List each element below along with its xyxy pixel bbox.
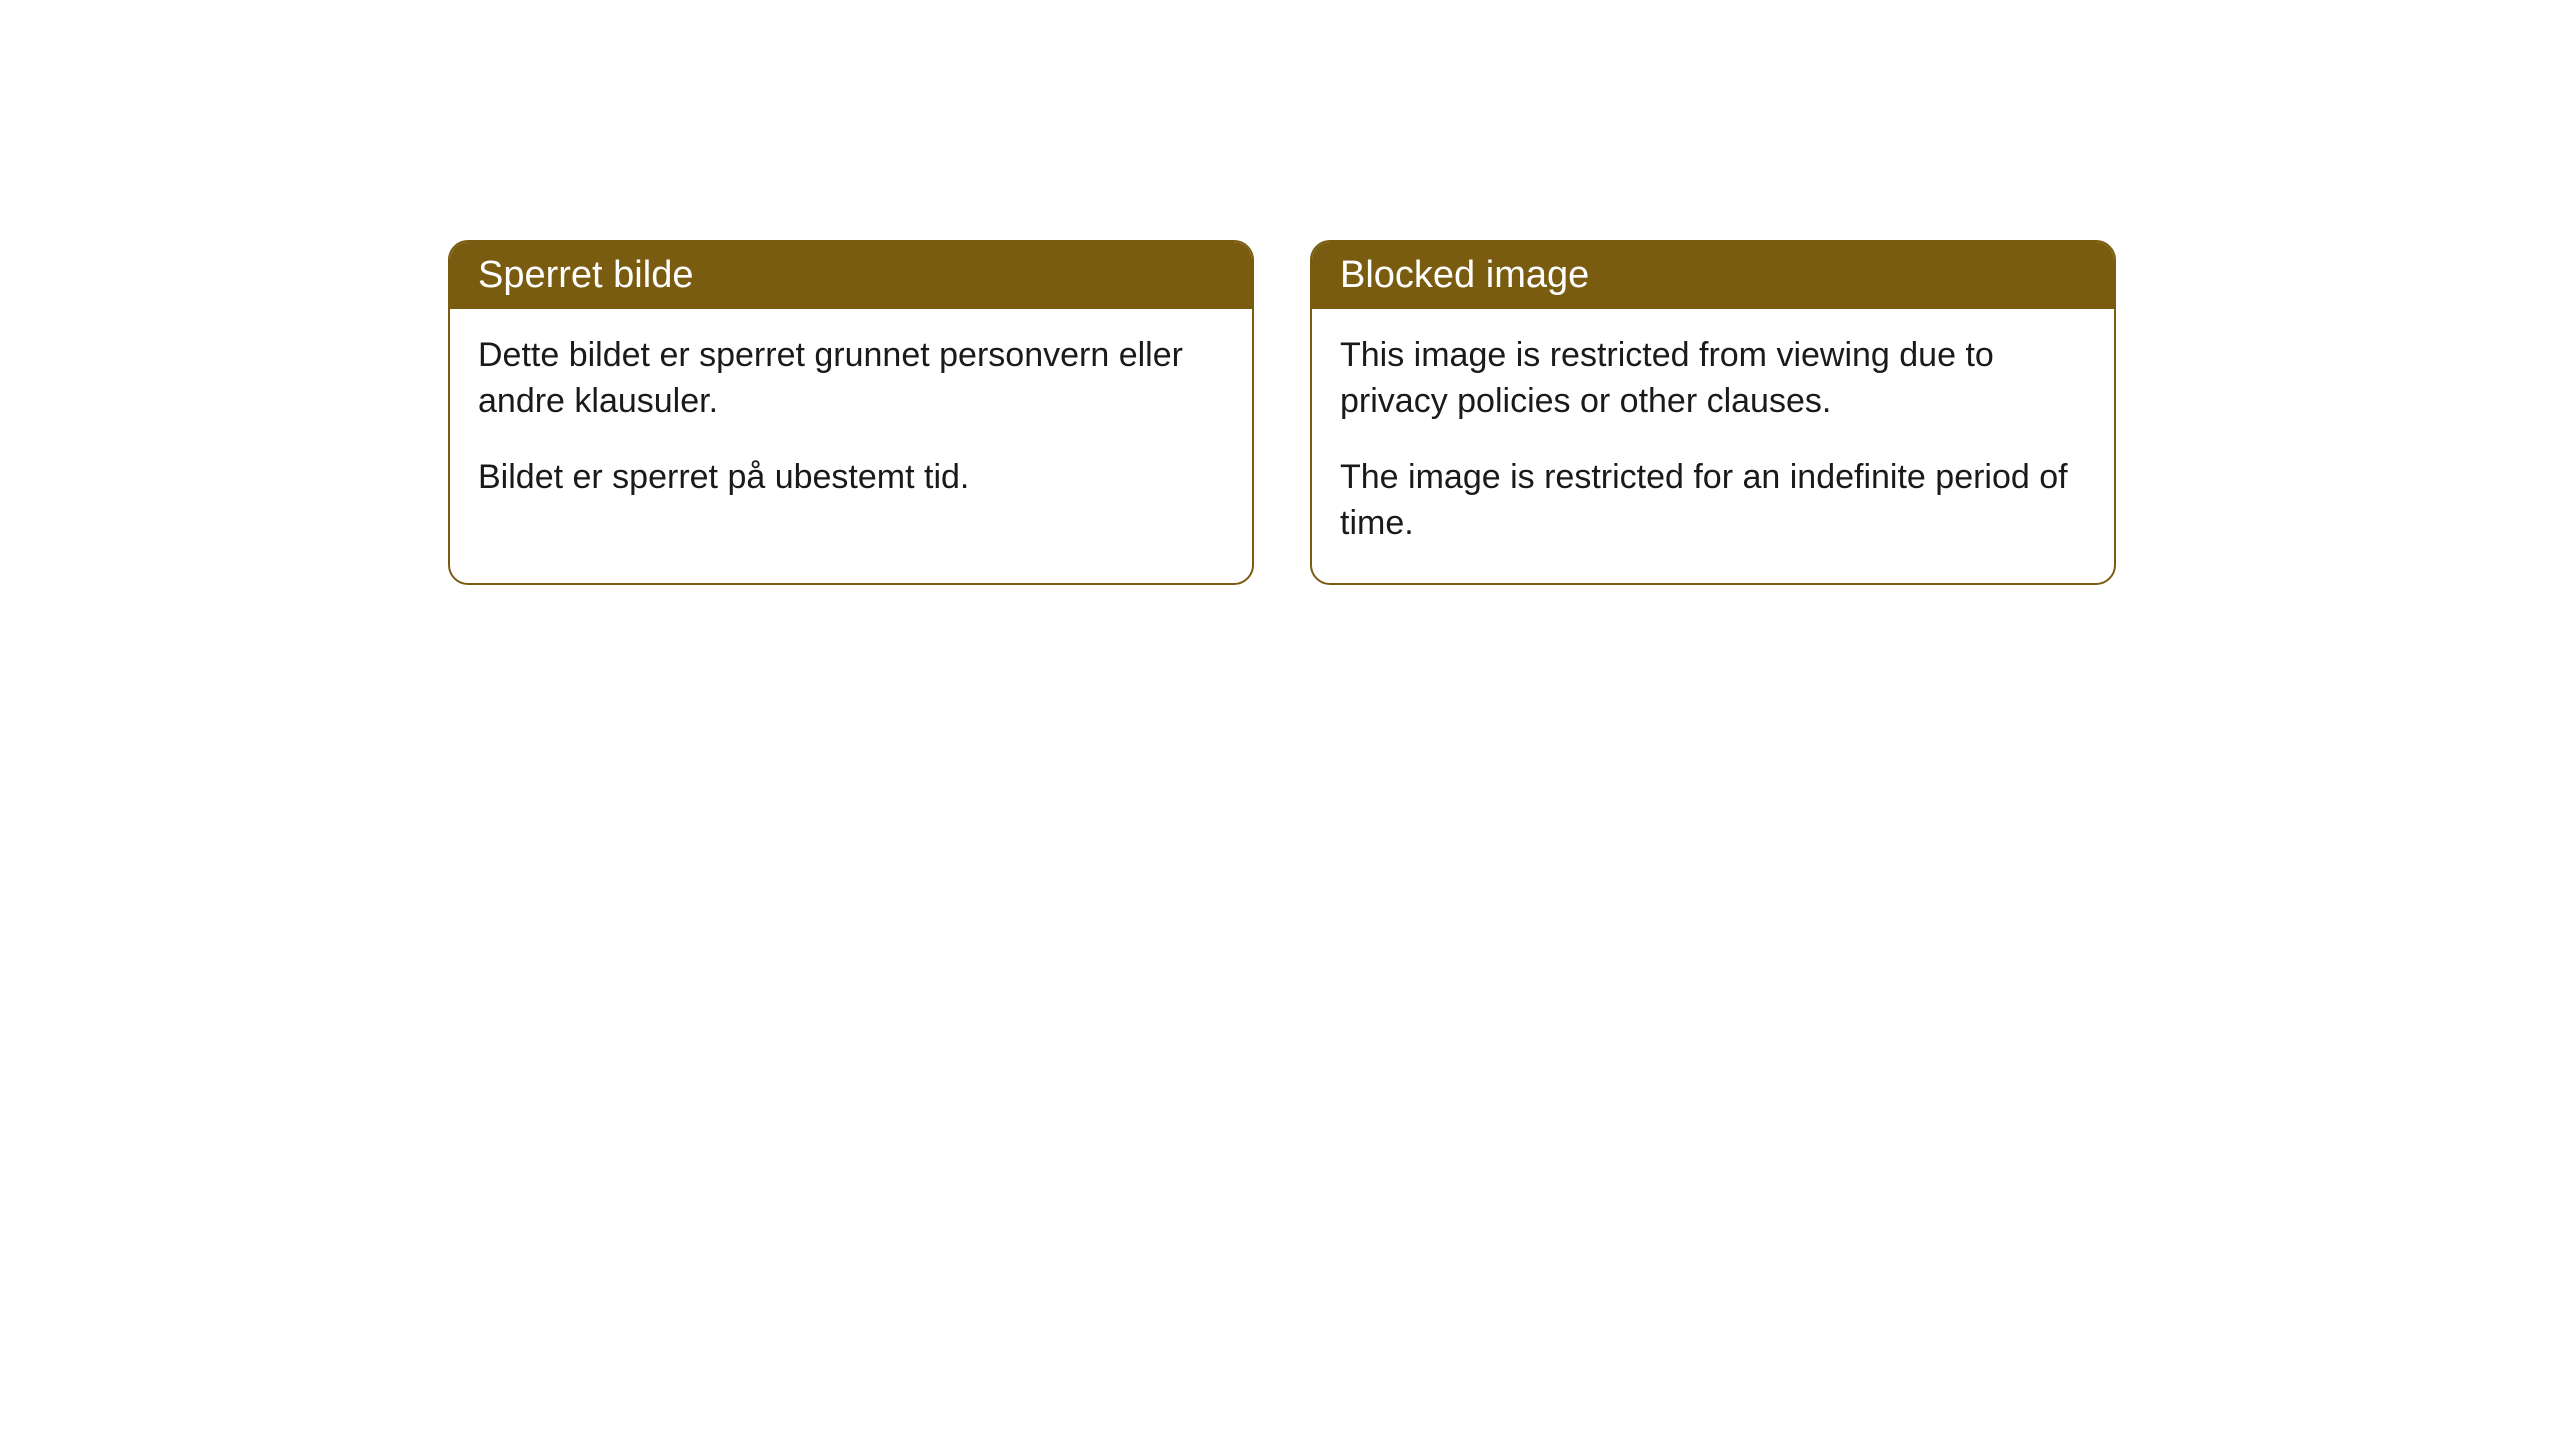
blocked-image-card-english: Blocked image This image is restricted f… [1310, 240, 2116, 585]
card-body: This image is restricted from viewing du… [1312, 309, 2114, 583]
notice-cards-container: Sperret bilde Dette bildet er sperret gr… [448, 240, 2116, 585]
card-paragraph: Bildet er sperret på ubestemt tid. [478, 455, 1224, 501]
card-paragraph: The image is restricted for an indefinit… [1340, 455, 2086, 547]
card-title: Sperret bilde [478, 254, 693, 296]
card-body: Dette bildet er sperret grunnet personve… [450, 309, 1252, 537]
card-header: Sperret bilde [450, 242, 1252, 309]
blocked-image-card-norwegian: Sperret bilde Dette bildet er sperret gr… [448, 240, 1254, 585]
card-paragraph: This image is restricted from viewing du… [1340, 333, 2086, 425]
card-title: Blocked image [1340, 254, 1589, 296]
card-header: Blocked image [1312, 242, 2114, 309]
card-paragraph: Dette bildet er sperret grunnet personve… [478, 333, 1224, 425]
